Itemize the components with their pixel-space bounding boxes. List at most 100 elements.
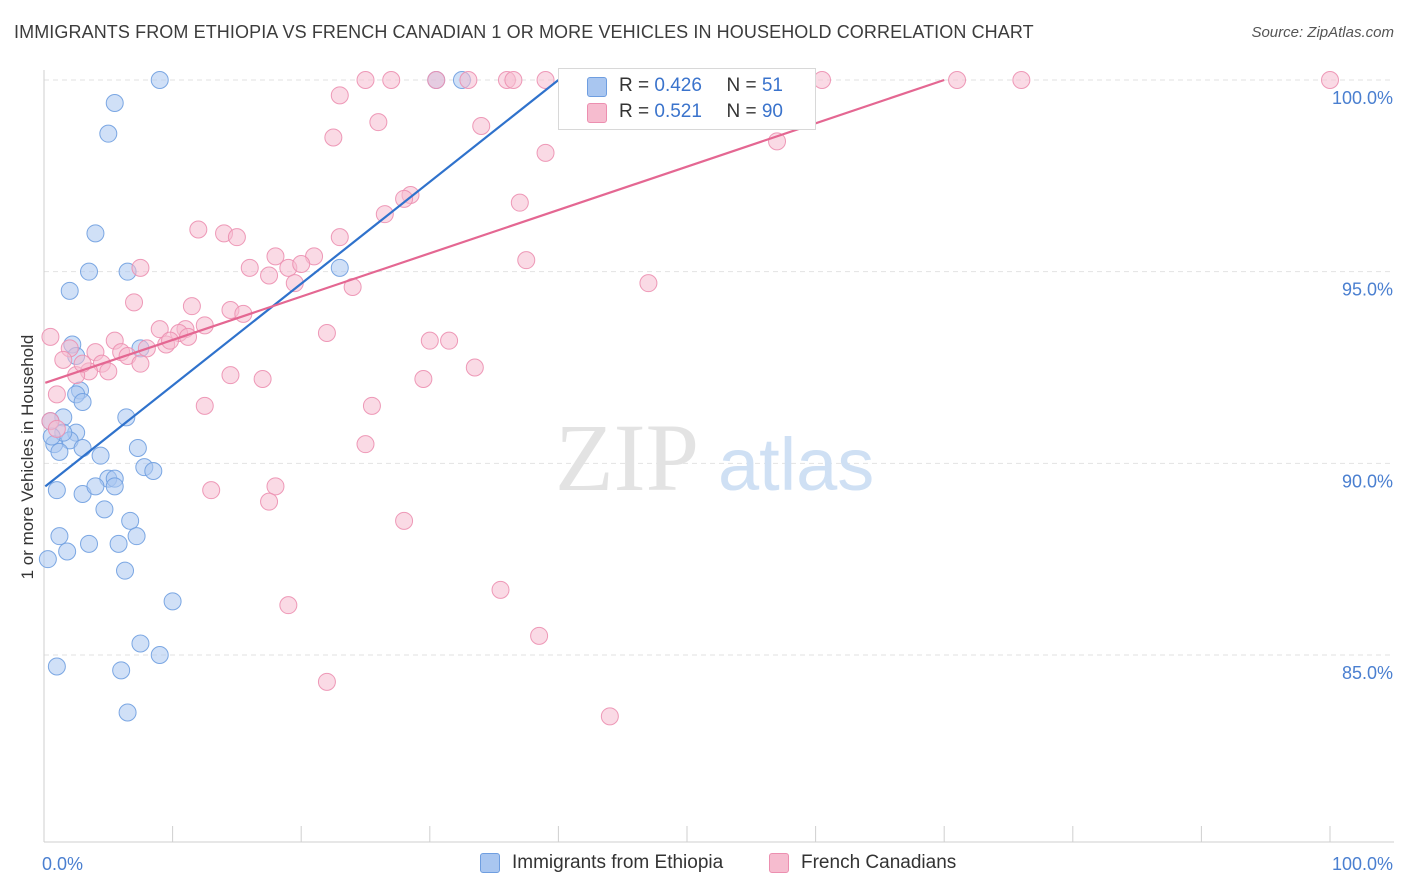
n-label: N = <box>726 101 762 122</box>
legend-label-ethiopia: Immigrants from Ethiopia <box>512 852 724 873</box>
axes <box>43 70 1394 843</box>
point-ethiopia <box>86 224 105 243</box>
point-ethiopia <box>131 634 150 653</box>
point-french-canadians <box>948 71 967 89</box>
point-ethiopia <box>38 550 57 569</box>
point-french-canadians <box>317 324 336 342</box>
point-ethiopia <box>47 481 66 500</box>
series-legend: Immigrants from Ethiopia French Canadian… <box>0 852 1406 876</box>
point-french-canadians <box>440 331 459 350</box>
data-points <box>38 71 1339 726</box>
point-ethiopia <box>116 561 135 580</box>
point-french-canadians <box>472 117 491 135</box>
point-french-canadians <box>395 189 414 208</box>
point-french-canadians <box>465 358 484 377</box>
r-label: R = <box>619 75 655 96</box>
point-french-canadians <box>510 193 529 212</box>
watermark-atlas: atlas <box>718 423 874 506</box>
x-tick-label-start: 0.0% <box>42 854 83 874</box>
point-ethiopia <box>60 281 79 300</box>
point-french-canadians <box>356 435 375 454</box>
point-french-canadians <box>517 251 536 270</box>
point-ethiopia <box>150 71 169 89</box>
legend-swatch-french-canadians <box>587 103 607 123</box>
point-french-canadians <box>131 354 150 373</box>
n-label: N = <box>726 75 762 96</box>
point-french-canadians <box>195 396 214 415</box>
n-value-ethiopia: 51 <box>761 75 783 96</box>
legend-swatch-ethiopia <box>587 77 607 97</box>
point-ethiopia <box>105 94 124 112</box>
y-tick-label: 95.0% <box>1342 280 1393 300</box>
n-value-french-canadians: 90 <box>761 101 783 122</box>
point-french-canadians <box>150 320 169 339</box>
grid-lines <box>44 79 1394 656</box>
point-french-canadians <box>504 71 523 89</box>
point-french-canadians <box>356 71 375 89</box>
legend-swatch-ethiopia <box>480 853 500 873</box>
point-french-canadians <box>47 385 66 404</box>
point-french-canadians <box>536 71 555 89</box>
point-french-canadians <box>292 255 311 273</box>
point-ethiopia <box>163 592 182 611</box>
trend-line-ethiopia <box>44 79 560 488</box>
point-french-canadians <box>491 580 510 599</box>
r-value-ethiopia: 0.426 <box>654 75 702 96</box>
point-french-canadians <box>131 258 150 277</box>
point-french-canadians <box>99 362 118 381</box>
r-label: R = <box>619 101 655 122</box>
point-french-canadians <box>530 626 549 645</box>
point-french-canadians <box>41 327 60 346</box>
trend-lines <box>44 78 945 488</box>
point-french-canadians <box>330 86 349 105</box>
point-ethiopia <box>91 446 110 465</box>
point-french-canadians <box>189 220 208 239</box>
point-french-canadians <box>1321 71 1339 89</box>
point-french-canadians <box>369 113 388 132</box>
x-tick-label-end: 100.0% <box>1332 854 1393 874</box>
point-french-canadians <box>639 274 658 293</box>
point-french-canadians <box>362 396 381 415</box>
point-ethiopia <box>117 408 136 427</box>
point-ethiopia <box>58 542 77 561</box>
point-french-canadians <box>813 71 832 89</box>
point-french-canadians <box>324 128 343 147</box>
point-french-canadians <box>221 366 240 385</box>
point-french-canadians <box>536 143 555 162</box>
point-ethiopia <box>144 462 163 480</box>
point-french-canadians <box>227 228 246 247</box>
point-ethiopia <box>128 439 147 457</box>
point-ethiopia <box>47 657 66 676</box>
trend-line-french-canadians <box>44 78 945 384</box>
chart-source: Source: ZipAtlas.com <box>1251 24 1394 41</box>
point-french-canadians <box>266 477 285 496</box>
r-value-french-canadians: 0.521 <box>654 101 702 122</box>
point-ethiopia <box>86 477 105 496</box>
point-french-canadians <box>266 247 285 266</box>
point-ethiopia <box>112 661 131 680</box>
tick-labels: 100.0% 95.0% 90.0% 85.0% 0.0% 100.0% <box>42 88 1393 874</box>
legend-swatch-french-canadians <box>769 853 789 873</box>
watermark-zip: ZIP <box>555 404 699 511</box>
point-ethiopia <box>330 258 349 277</box>
point-ethiopia <box>118 703 137 722</box>
point-ethiopia <box>80 262 99 281</box>
point-ethiopia <box>50 442 69 461</box>
point-ethiopia <box>95 500 114 519</box>
point-french-canadians <box>382 71 401 89</box>
point-french-canadians <box>330 228 349 247</box>
point-ethiopia <box>150 646 169 664</box>
point-french-canadians <box>125 293 144 312</box>
point-french-canadians <box>427 71 446 89</box>
point-french-canadians <box>414 370 433 388</box>
point-ethiopia <box>50 527 69 546</box>
point-french-canadians <box>47 419 66 438</box>
point-french-canadians <box>420 331 439 350</box>
legend-label-french-canadians: French Canadians <box>801 852 957 873</box>
point-french-canadians <box>375 205 394 224</box>
point-ethiopia <box>109 534 128 553</box>
y-tick-label: 90.0% <box>1342 471 1393 491</box>
point-french-canadians <box>202 481 221 500</box>
point-ethiopia <box>105 477 124 496</box>
